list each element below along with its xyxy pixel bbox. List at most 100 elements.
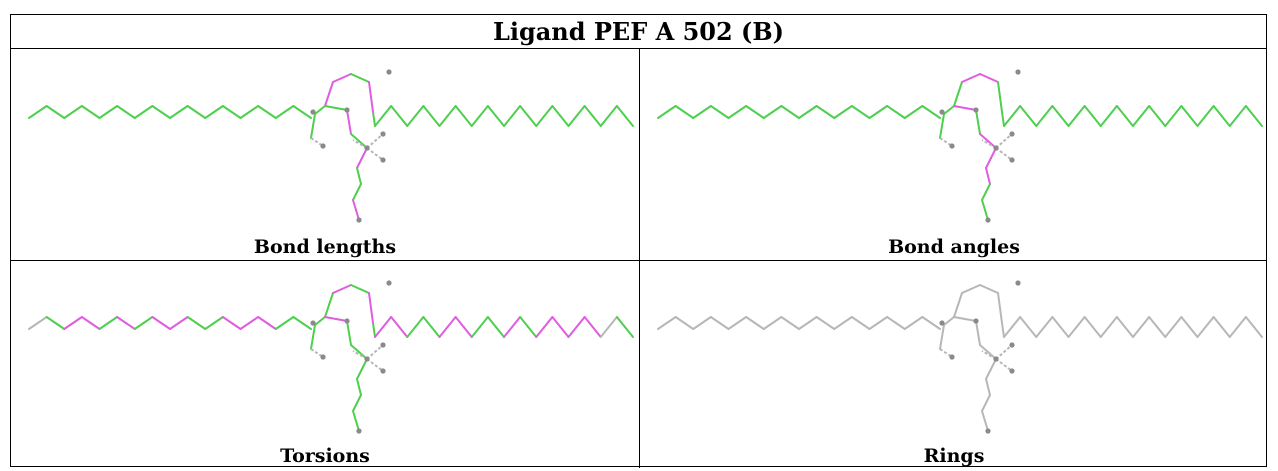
left-chain-bond xyxy=(292,105,304,113)
right-chain-bond xyxy=(1027,115,1038,127)
right-chain-bond xyxy=(454,105,465,117)
right-chain-bond xyxy=(503,115,514,127)
caption-bond-angles: Bond angles xyxy=(888,236,1020,258)
caption-bond-lengths: Bond lengths xyxy=(253,236,397,258)
right-chain-bond xyxy=(446,105,457,117)
top-chain-bond xyxy=(368,292,372,309)
left-chain-bond xyxy=(160,322,171,330)
phosphate-stub xyxy=(995,147,1013,161)
right-chain-bond xyxy=(1115,105,1126,117)
right-chain-bond xyxy=(607,105,618,117)
right-chain-bond xyxy=(591,326,602,338)
left-chain-bond xyxy=(72,105,83,113)
right-chain-bond xyxy=(372,111,375,120)
right-chain-bond xyxy=(1019,316,1030,328)
left-chain-bond xyxy=(806,316,818,324)
top-chain-bond xyxy=(312,113,316,127)
phosphate-stub xyxy=(352,139,368,149)
bottom-chain-bond xyxy=(987,386,991,396)
right-chain-bond xyxy=(623,115,634,127)
right-chain-bond xyxy=(1035,326,1046,338)
right-chain-bond xyxy=(1075,105,1086,117)
middle-chain-bond xyxy=(324,105,337,109)
bottom-chain-bond xyxy=(985,183,991,193)
top-chain-bond xyxy=(948,316,955,322)
left-chain-bond xyxy=(195,111,207,119)
left-chain-bond xyxy=(283,105,295,113)
left-chain-bond xyxy=(727,322,739,330)
left-chain-bond xyxy=(186,316,198,324)
left-chain-bond xyxy=(789,111,800,119)
left-chain-bond xyxy=(894,322,906,330)
left-chain-bond xyxy=(257,105,268,113)
left-chain-bond xyxy=(921,316,933,324)
right-chain-bond xyxy=(1140,316,1151,328)
right-chain-bond xyxy=(583,105,594,117)
left-chain-bond xyxy=(36,316,48,324)
left-chain-bond xyxy=(815,105,827,113)
right-chain-bond xyxy=(519,316,530,328)
bottom-chain-bond xyxy=(981,191,987,201)
left-chain-bond xyxy=(160,111,171,119)
bottom-chain-bond xyxy=(985,167,989,177)
right-chain-bond xyxy=(1252,115,1263,127)
middle-chain-bond xyxy=(977,332,981,346)
atom xyxy=(320,354,326,360)
column-divider xyxy=(639,49,640,468)
left-chain-bond xyxy=(868,322,880,330)
atom xyxy=(993,145,999,151)
middle-chain-bond xyxy=(348,332,352,346)
right-chain-bond xyxy=(1244,316,1255,328)
right-chain-bond xyxy=(1148,316,1159,328)
left-chain-bond xyxy=(771,316,783,324)
left-chain-bond xyxy=(169,111,180,119)
right-chain-bond xyxy=(438,115,449,127)
right-chain-bond xyxy=(1212,105,1223,117)
right-chain-bond xyxy=(374,115,385,127)
phosphate-stub xyxy=(352,350,368,360)
right-chain-bond xyxy=(615,105,626,117)
right-chain-bond xyxy=(1027,326,1038,338)
left-chain-bond xyxy=(912,105,924,113)
atom xyxy=(939,320,945,326)
right-chain-bond xyxy=(511,105,522,117)
left-chain-bond xyxy=(239,322,251,330)
right-chain-bond xyxy=(390,105,401,117)
atom xyxy=(380,157,386,163)
top-chain-bond xyxy=(350,73,361,79)
right-chain-bond xyxy=(430,115,441,127)
right-chain-bond xyxy=(470,115,481,127)
right-chain-bond xyxy=(1204,316,1215,328)
left-chain-bond xyxy=(780,105,792,113)
left-chain-bond xyxy=(54,111,66,119)
phosphate-stub xyxy=(366,344,384,360)
left-chain-bond xyxy=(124,111,136,119)
bottom-chain-bond xyxy=(356,167,360,177)
right-chain-bond xyxy=(575,316,586,328)
top-chain-bond xyxy=(328,292,334,306)
atom xyxy=(1009,131,1015,137)
right-chain-bond xyxy=(1132,115,1143,127)
left-chain-bond xyxy=(292,316,304,324)
left-chain-bond xyxy=(195,322,207,330)
atom xyxy=(1009,368,1015,374)
right-chain-bond xyxy=(1011,316,1022,328)
left-chain-bond xyxy=(265,111,277,119)
right-chain-bond xyxy=(1051,316,1062,328)
bottom-chain-bond xyxy=(356,157,363,169)
right-chain-bond xyxy=(1115,316,1126,328)
left-chain-bond xyxy=(780,316,792,324)
left-chain-bond xyxy=(213,316,224,324)
atom xyxy=(386,280,392,286)
left-chain-bond xyxy=(657,111,668,119)
right-chain-bond xyxy=(1188,115,1199,127)
bottom-chain-bond xyxy=(356,368,363,380)
left-chain-bond xyxy=(833,111,845,119)
atom xyxy=(364,145,370,151)
left-chain-bond xyxy=(204,111,216,119)
left-chain-bond xyxy=(683,322,695,330)
left-chain-bond xyxy=(806,105,818,113)
left-chain-bond xyxy=(107,316,119,324)
right-chain-bond xyxy=(1001,111,1004,120)
right-chain-bond xyxy=(1107,105,1118,117)
